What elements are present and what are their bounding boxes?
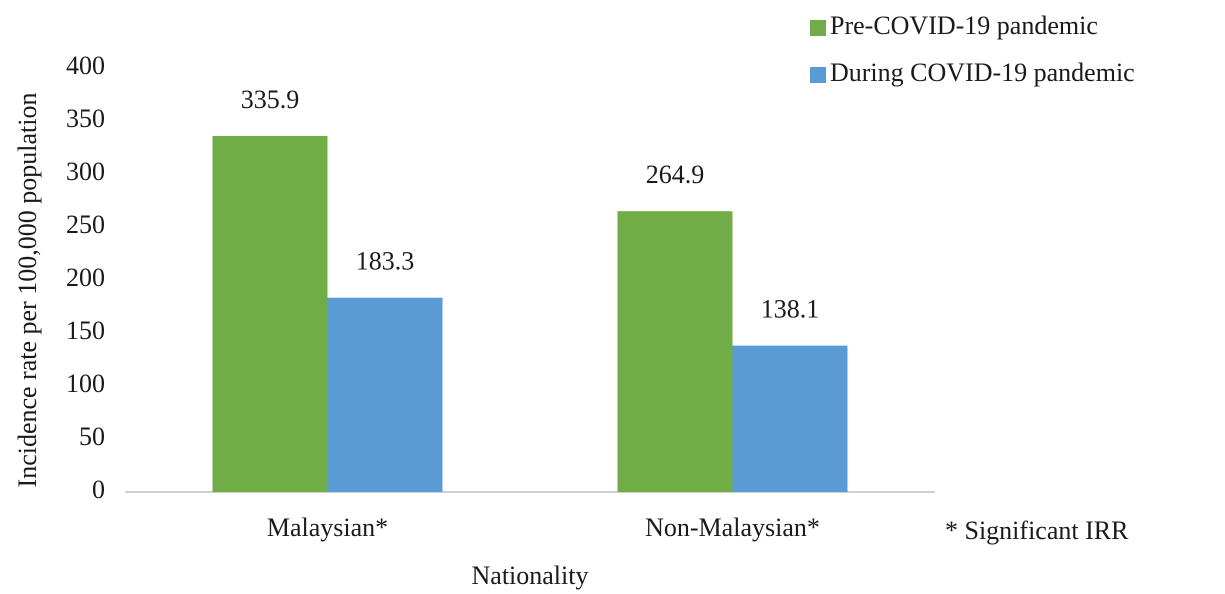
- y-tick-label: 200: [66, 263, 105, 292]
- y-tick-label: 300: [66, 157, 105, 186]
- y-axis-label: Incidence rate per 100,000 population: [13, 93, 42, 488]
- value-label: 138.1: [761, 295, 820, 324]
- y-tick-label: 250: [66, 210, 105, 239]
- value-label: 335.9: [241, 85, 300, 114]
- y-tick-label: 150: [66, 316, 105, 345]
- bar: [327, 297, 443, 492]
- annotation: * Significant IRR: [945, 516, 1129, 545]
- bar: [212, 135, 328, 493]
- y-tick-label: 400: [66, 51, 105, 80]
- y-tick-label: 50: [79, 422, 105, 451]
- y-tick-label: 0: [92, 475, 105, 504]
- x-tick-label: Malaysian*: [267, 513, 388, 542]
- y-tick-label: 100: [66, 369, 105, 398]
- bar: [617, 211, 733, 492]
- x-axis-label: Nationality: [472, 561, 589, 590]
- bar: [732, 345, 848, 492]
- value-label: 264.9: [646, 160, 705, 189]
- value-label: 183.3: [356, 247, 415, 276]
- legend-label: During COVID-19 pandemic: [830, 58, 1135, 87]
- legend-label: Pre-COVID-19 pandemic: [830, 11, 1098, 40]
- legend-swatch: [810, 20, 826, 36]
- legend-swatch: [810, 67, 826, 83]
- y-tick-label: 350: [66, 104, 105, 133]
- x-tick-label: Non-Malaysian*: [645, 513, 820, 542]
